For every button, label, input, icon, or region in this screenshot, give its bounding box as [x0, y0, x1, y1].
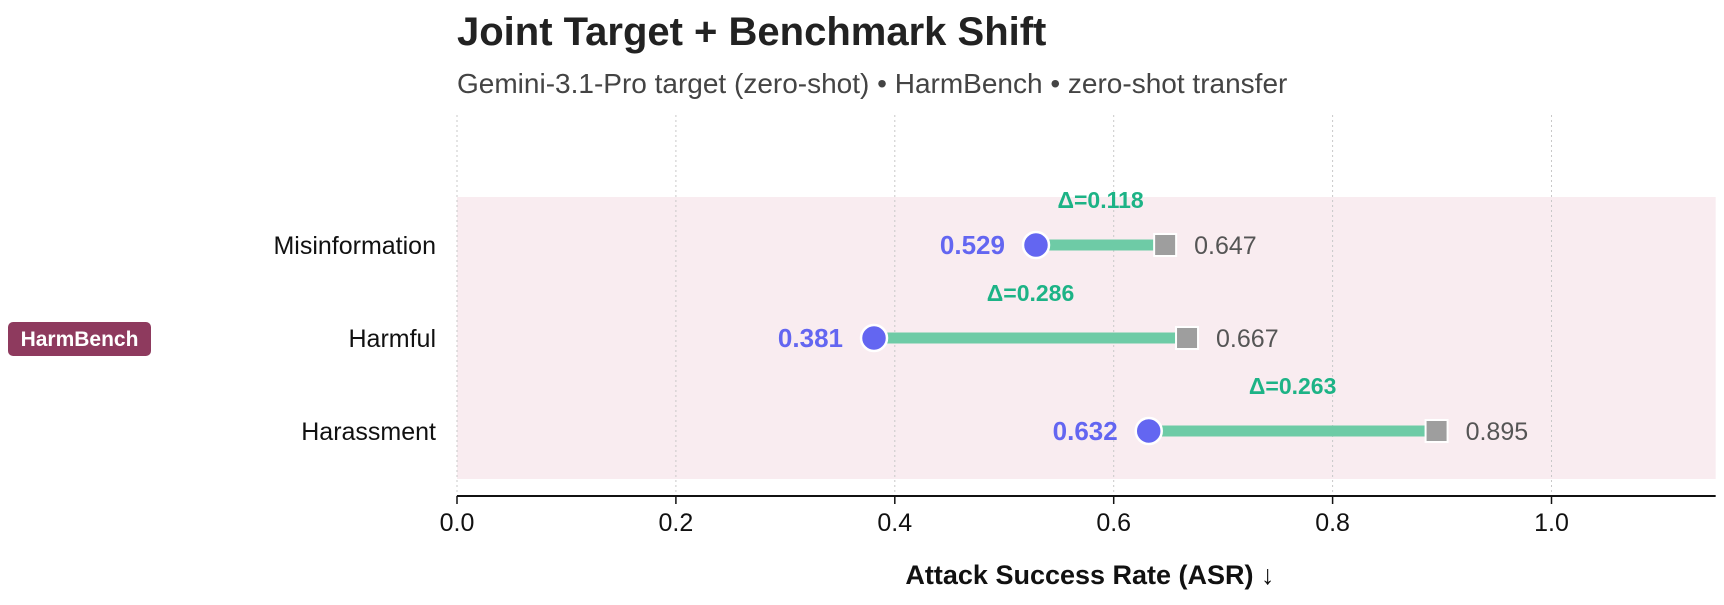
chart-title: Joint Target + Benchmark Shift: [457, 10, 1046, 54]
start-marker: [1134, 416, 1163, 446]
x-tick-label: 0.0: [440, 509, 475, 537]
marks-layer: [859, 230, 1449, 446]
group-badge-background: [8, 322, 151, 356]
start-value-label: 0.529: [940, 230, 1005, 260]
end-value-label: 0.647: [1194, 232, 1257, 260]
x-tick-label: 0.8: [1315, 509, 1350, 537]
end-value-label: 0.895: [1466, 418, 1529, 446]
end-marker: [1175, 326, 1200, 350]
x-tick-label: 1.0: [1534, 509, 1569, 537]
end-value-label: 0.667: [1216, 325, 1279, 353]
x-axis: 0.0 0.2 0.4 0.6 0.8 1.0: [440, 495, 1716, 537]
x-tick-label: 0.6: [1096, 509, 1131, 537]
delta-label: Δ=0.118: [1057, 187, 1143, 213]
x-axis-label: Attack Success Rate (ASR) ↓: [905, 560, 1274, 590]
end-marker: [1153, 233, 1178, 257]
start-marker: [1021, 230, 1051, 260]
labels-layer: Misinformation 0.529 0.647 Δ=0.118 Harmful 0.…: [273, 187, 1528, 446]
delta-label: Δ=0.263: [1249, 373, 1337, 399]
start-marker: [859, 323, 889, 353]
category-label: Harmful: [348, 325, 436, 353]
chart-subtitle: Gemini-3.1-Pro target (zero-shot) • Harm…: [457, 68, 1287, 99]
x-tick-label: 0.4: [877, 509, 912, 537]
start-value-label: 0.381: [778, 323, 843, 353]
group-badge: HarmBench: [8, 322, 151, 356]
category-label: Harassment: [301, 418, 436, 446]
delta-label: Δ=0.286: [987, 280, 1075, 306]
grid-layer: [456, 115, 1552, 496]
x-tick-label: 0.2: [659, 509, 694, 537]
start-value-label: 0.632: [1053, 416, 1118, 446]
end-marker: [1424, 419, 1449, 443]
category-label: Misinformation: [273, 232, 436, 260]
group-badge-label: HarmBench: [21, 328, 139, 351]
